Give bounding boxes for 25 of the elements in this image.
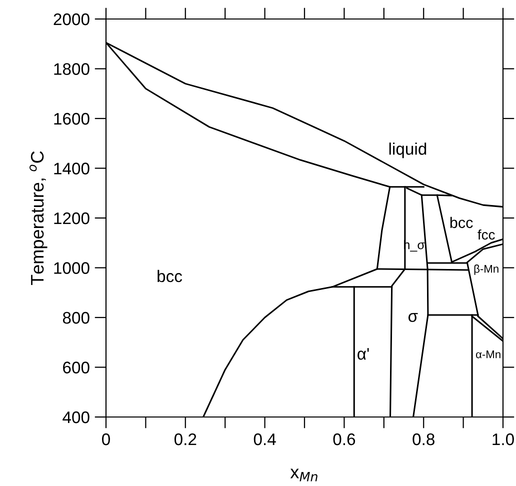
annotation: α' bbox=[358, 348, 369, 360]
y-tick-label: 1400 bbox=[54, 162, 90, 174]
x-tick-label: 0 bbox=[102, 433, 110, 446]
y-tick-label: 2000 bbox=[54, 13, 90, 26]
annotation: β-Mn bbox=[474, 264, 498, 275]
x-tick-label: 0.8 bbox=[412, 433, 434, 446]
y-tick-label: 800 bbox=[62, 312, 90, 324]
y-tick-label: 1000 bbox=[54, 262, 90, 274]
x-tick-label: 1.0 bbox=[492, 433, 514, 446]
y-tick-label: 400 bbox=[62, 411, 90, 424]
annotation: liquid bbox=[389, 142, 426, 158]
x-tick-label: 0.2 bbox=[174, 433, 196, 446]
x-tick-label: 0.4 bbox=[254, 433, 276, 446]
annotation: bcc bbox=[158, 270, 182, 282]
annotation: fcc bbox=[478, 229, 495, 240]
x-axis-title: x$_{Mn}$ bbox=[290, 468, 318, 482]
y-axis-title: Temperature, $^{o}$C bbox=[30, 151, 48, 286]
y-tick-label: 1600 bbox=[54, 112, 90, 125]
y-tick-label: 600 bbox=[63, 362, 90, 374]
x-tick-label: 0.6 bbox=[333, 433, 356, 446]
y-tick-label: 1800 bbox=[54, 63, 90, 75]
annotation: bcc bbox=[450, 216, 473, 228]
annotation: α-Mn bbox=[476, 350, 500, 358]
y-tick-label: 1200 bbox=[54, 212, 90, 224]
annotation: σ bbox=[408, 313, 418, 322]
